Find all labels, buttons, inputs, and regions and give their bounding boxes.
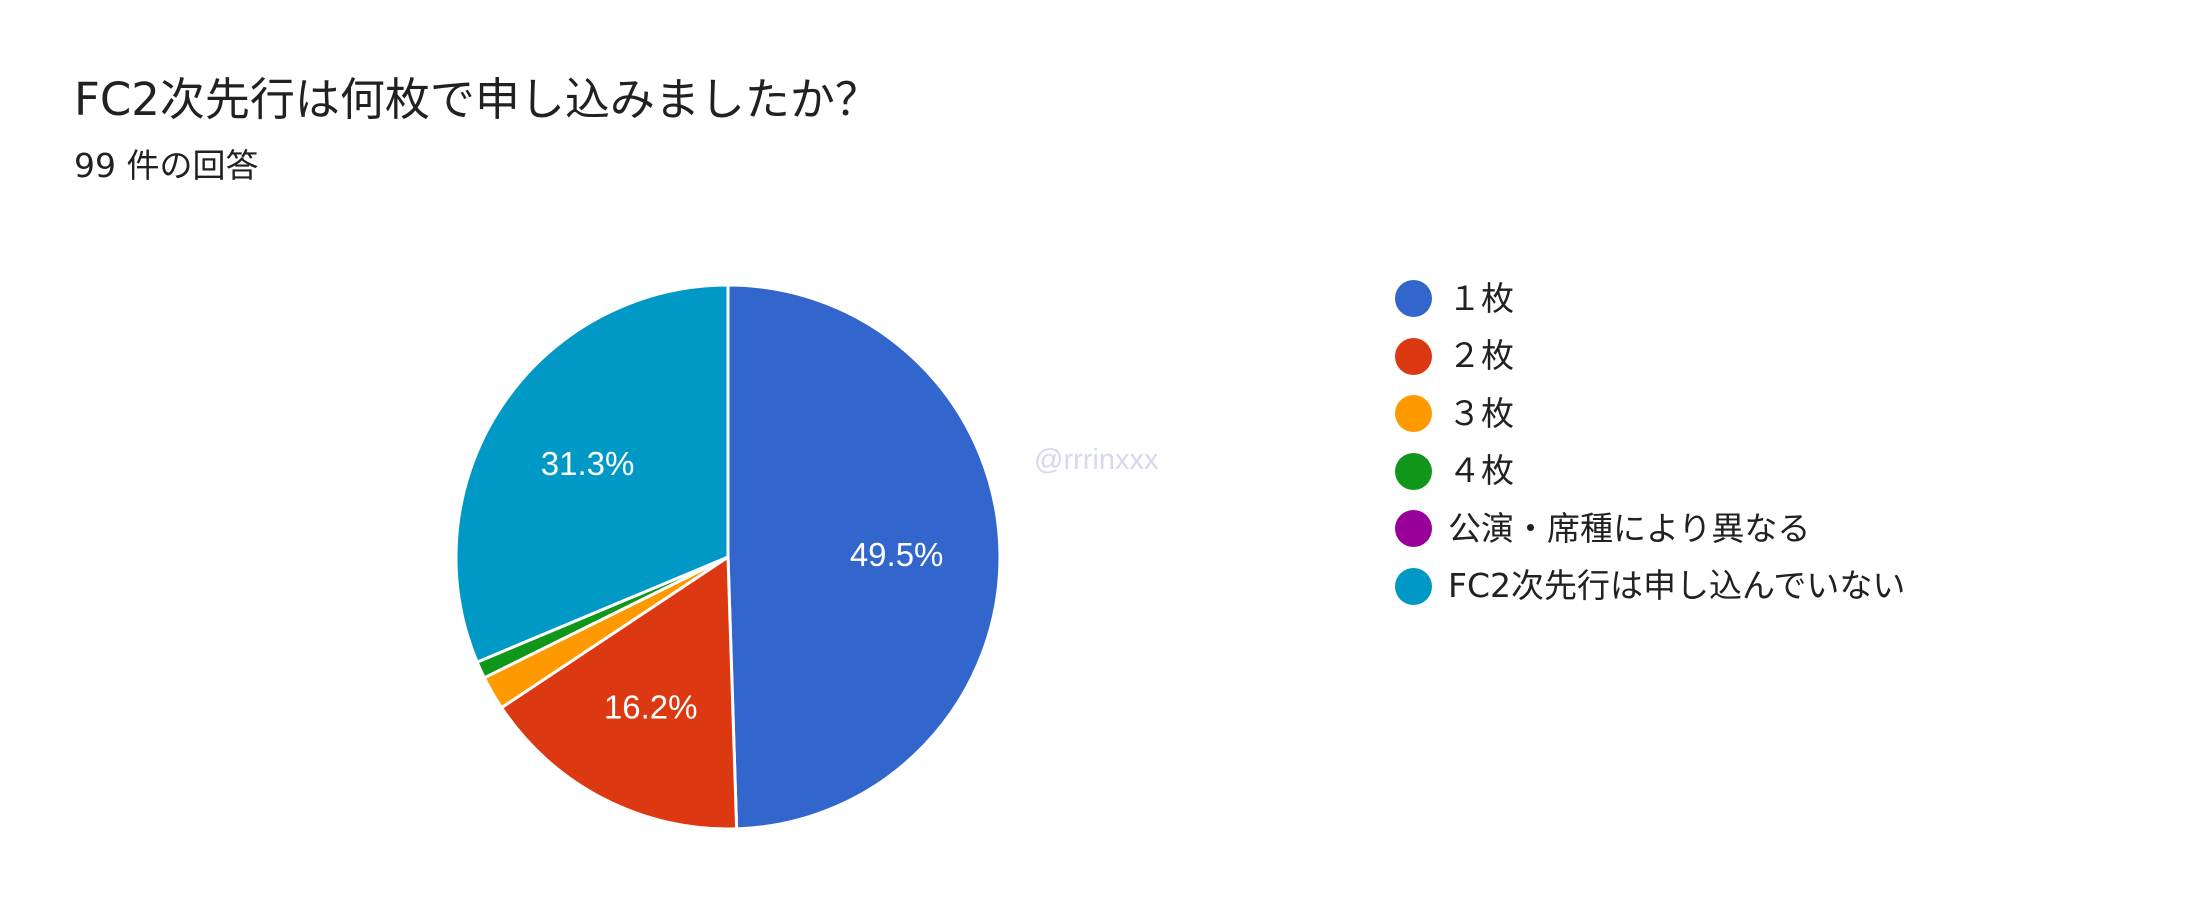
legend-swatch xyxy=(1395,337,1432,375)
response-count: 99 件の回答 xyxy=(74,146,259,185)
legend-item[interactable]: FC2次先行は申し込んでいない xyxy=(1395,558,1905,616)
legend-item[interactable]: 公演・席種により異なる xyxy=(1395,500,1905,558)
slice-percent-label: 31.3% xyxy=(541,445,635,482)
slice-percent-label: 16.2% xyxy=(604,688,698,725)
slice-percent-label: 49.5% xyxy=(850,536,944,573)
chart-title: FC2次先行は何枚で申し込みましたか？ xyxy=(74,73,880,126)
legend-item[interactable]: ２枚 xyxy=(1395,328,1905,386)
legend-label: 公演・席種により異なる xyxy=(1448,508,1811,548)
legend-label: FC2次先行は申し込んでいない xyxy=(1448,566,1906,606)
legend-label: ３枚 xyxy=(1448,393,1514,433)
chart-legend: １枚 ２枚 ３枚 ４枚公演・席種により異なる FC2次先行は申し込んでいない xyxy=(1395,270,1905,615)
legend-item[interactable]: ４枚 xyxy=(1395,443,1905,501)
legend-label: １枚 xyxy=(1448,278,1514,318)
watermark: @rrrinxxx xyxy=(1034,444,1159,476)
legend-label: ２枚 xyxy=(1448,336,1514,376)
legend-swatch xyxy=(1395,395,1432,433)
legend-item[interactable]: ３枚 xyxy=(1395,385,1905,443)
legend-item[interactable]: １枚 xyxy=(1395,270,1905,328)
legend-swatch xyxy=(1395,452,1432,490)
legend-swatch xyxy=(1395,280,1432,318)
legend-swatch xyxy=(1395,567,1432,605)
pie-slice[interactable] xyxy=(454,283,730,664)
legend-label: ４枚 xyxy=(1448,451,1514,491)
pie-slice[interactable] xyxy=(726,283,1002,831)
legend-swatch xyxy=(1395,510,1432,548)
pie-slice[interactable] xyxy=(500,555,739,831)
